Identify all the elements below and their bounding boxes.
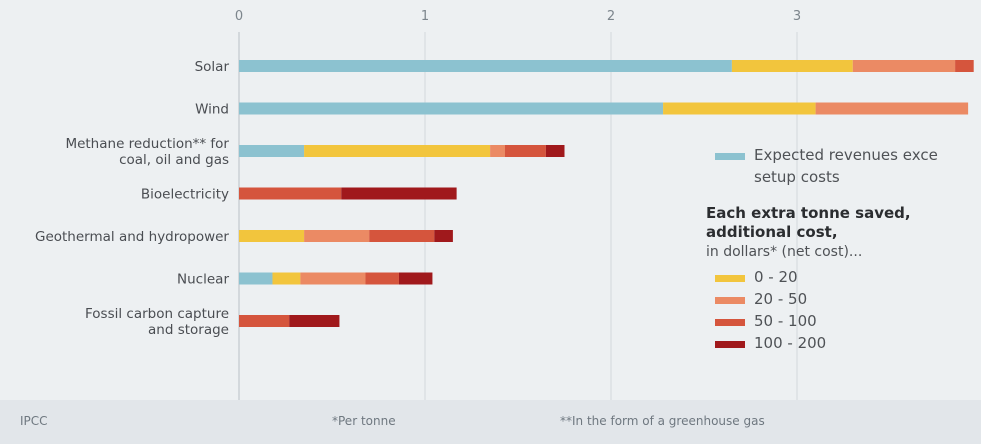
bar-1-series-2 [815, 102, 969, 115]
footer-bar: IPCC *Per tonne **In the form of a green… [0, 400, 981, 444]
bar-5-series-1 [272, 272, 301, 285]
legend-subheading: in dollars* (net cost)... [706, 244, 863, 260]
bar-1-series-0 [239, 102, 664, 115]
bar-6-series-4 [289, 315, 340, 327]
bar-0-series-2 [852, 60, 956, 72]
bar-0-series-3 [955, 60, 974, 72]
footnote-greenhouse-gas: **In the form of a greenhouse gas [560, 414, 765, 428]
category-label-2-line1: Methane reduction** for [65, 136, 229, 152]
bar-4-series-3 [369, 230, 435, 242]
x-tick-label-3: 3 [793, 9, 801, 24]
legend-label-100-200: 100 - 200 [754, 334, 827, 352]
legend: Expected revenues exce setup costs Each … [706, 146, 981, 356]
bar-2-series-2 [490, 145, 505, 157]
bar-3-series-4 [341, 187, 457, 200]
legend-swatch-50-100 [715, 319, 745, 326]
category-label-2-line2: coal, oil and gas [119, 152, 229, 168]
legend-swatch-20-50 [715, 297, 745, 304]
source-note: IPCC [20, 414, 48, 428]
legend-label-0-20: 0 - 20 [754, 268, 798, 286]
category-label-1: Wind [195, 102, 229, 118]
bar-4-series-2 [304, 230, 370, 242]
legend-item-revenues: Expected revenues exce [706, 146, 981, 168]
bar-2-series-4 [545, 145, 565, 157]
category-label-3: Bioelectricity [141, 187, 229, 203]
bar-3-series-3 [239, 187, 342, 200]
legend-item-100-200: 100 - 200 [706, 334, 981, 356]
category-label-6-line1: Fossil carbon capture [85, 306, 229, 322]
category-label-6-line2: and storage [148, 322, 229, 338]
bar-5-series-3 [365, 272, 399, 285]
x-tick-label-2: 2 [607, 9, 615, 24]
legend-swatch-0-20 [715, 275, 745, 282]
legend-item-0-20: 0 - 20 [706, 268, 981, 290]
legend-label-revenues-line1: Expected revenues exce [754, 146, 938, 164]
category-label-4: Geothermal and hydropower [35, 229, 229, 245]
bar-2-series-0 [239, 145, 305, 157]
x-tick-label-0: 0 [235, 9, 243, 24]
bar-1-series-1 [663, 102, 816, 115]
bar-2-series-1 [304, 145, 491, 157]
bar-2-series-3 [504, 145, 546, 157]
legend-label-50-100: 50 - 100 [754, 312, 817, 330]
bar-0-series-0 [239, 60, 732, 72]
x-tick-label-1: 1 [421, 9, 429, 24]
category-label-0: Solar [195, 59, 230, 75]
category-label-5: Nuclear [177, 272, 229, 288]
bar-6-series-3 [239, 315, 290, 327]
bar-5-series-4 [398, 272, 433, 285]
legend-label-revenues-line2: setup costs [754, 168, 840, 186]
legend-swatch-revenues [715, 153, 745, 160]
bar-4-series-1 [239, 230, 305, 242]
legend-item-revenues-cont: setup costs [706, 168, 981, 190]
legend-swatch-100-200 [715, 341, 745, 348]
footnote-per-tonne: *Per tonne [332, 414, 396, 428]
bar-5-series-2 [300, 272, 366, 285]
legend-item-20-50: 20 - 50 [706, 290, 981, 312]
legend-heading-line2: additional cost, [706, 223, 838, 241]
bar-0-series-1 [731, 60, 853, 72]
bar-5-series-0 [239, 272, 273, 285]
legend-item-50-100: 50 - 100 [706, 312, 981, 334]
legend-heading-line1: Each extra tonne saved, [706, 204, 911, 222]
legend-label-20-50: 20 - 50 [754, 290, 808, 308]
bar-4-series-4 [434, 230, 453, 242]
